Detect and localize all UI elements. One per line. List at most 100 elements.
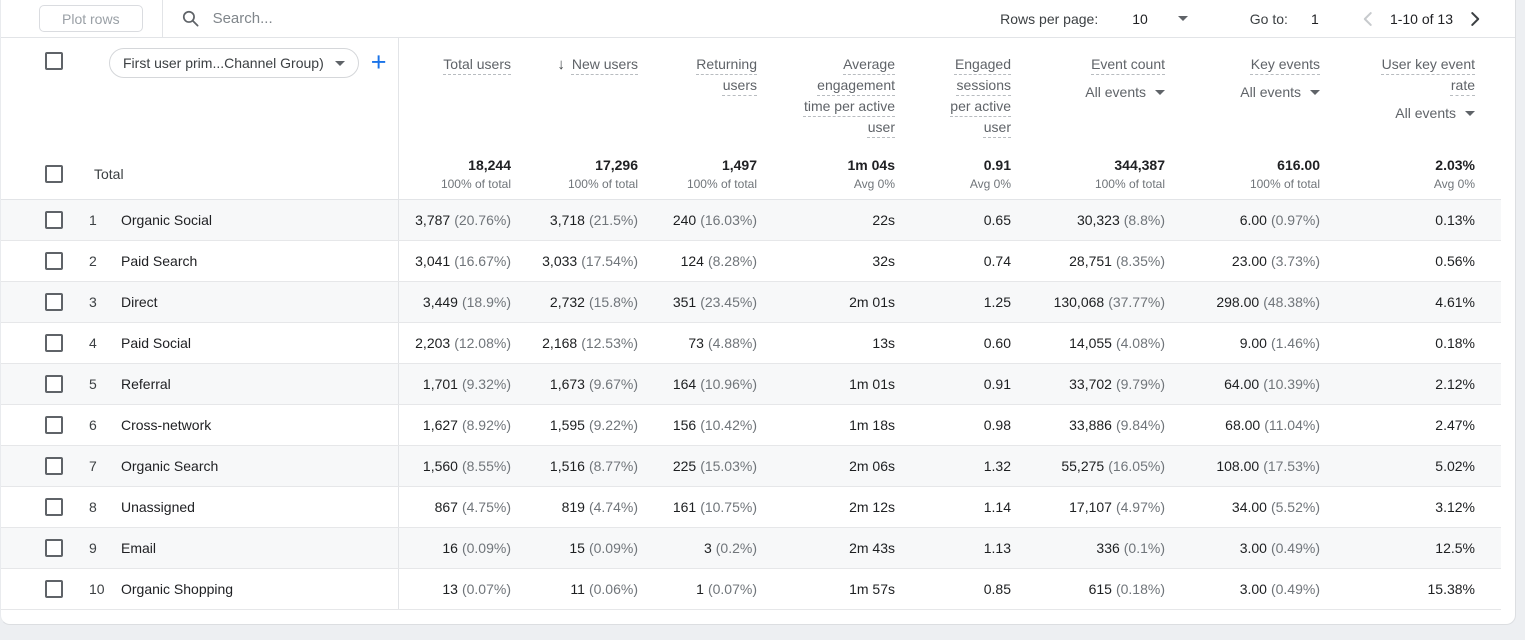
metric-cell: 34.00 (5.52%) <box>1231 499 1320 515</box>
go-to-page-input[interactable] <box>1301 10 1328 27</box>
metric-cell: 1m 18s <box>849 417 895 433</box>
totals-checkbox[interactable] <box>45 164 63 183</box>
metric-cell: 1m 57s <box>849 581 895 597</box>
metric-cell: 15.38% <box>1427 581 1475 597</box>
sort-new-users[interactable]: ↓ New users <box>557 56 638 73</box>
metric-cell: 2.47% <box>1435 417 1475 433</box>
totals-cell: 1m 04s Avg 0% <box>847 156 895 191</box>
search-input[interactable] <box>212 10 433 27</box>
metric-cell: 0.98 <box>983 417 1011 433</box>
table-row: 1 Organic Social 3,787 (20.76%) 3,718 (21.5… <box>1 200 1501 241</box>
metric-cell: 16 (0.09%) <box>398 528 511 568</box>
totals-cell: 2.03% Avg 0% <box>1433 156 1475 191</box>
metric-cell: 4.61% <box>1435 294 1475 310</box>
metric-cell: 1.32 <box>983 458 1011 474</box>
next-page-button[interactable] <box>1463 7 1487 31</box>
row-checkbox[interactable] <box>45 416 63 434</box>
sort-avg-engagement-time[interactable]: Average engagement time per active user <box>803 56 895 135</box>
user-key-event-rate-events-dropdown[interactable]: All events <box>1395 105 1475 121</box>
metric-cell: 0.91 <box>983 376 1011 392</box>
metric-cell: 0.65 <box>983 212 1011 228</box>
dimension-cell: 4 Paid Social <box>1 323 398 363</box>
key-events-events-dropdown[interactable]: All events <box>1240 84 1320 100</box>
metric-cell: 3,033 (17.54%) <box>542 253 638 269</box>
rows-per-page-value[interactable]: 10 <box>1132 10 1148 27</box>
dimension-cell: 5 Referral <box>1 364 398 404</box>
totals-cell: 1,497 100% of total <box>686 156 757 191</box>
metric-cell: 336 (0.1%) <box>1096 540 1165 556</box>
metric-cell: 1,701 (9.32%) <box>398 364 511 404</box>
report-table-card: Plot rows Rows per page: 10 Go to: 1-10 … <box>0 0 1516 625</box>
column-header-returning-users: Returning users <box>638 38 757 148</box>
metric-cell: 1,673 (9.67%) <box>549 376 638 392</box>
metric-cell: 64.00 (10.39%) <box>1224 376 1320 392</box>
go-to-label: Go to: <box>1249 10 1288 27</box>
metric-cell: 2,168 (12.53%) <box>542 335 638 351</box>
column-header-event-count: Event count All events <box>1011 38 1165 148</box>
dimension-cell: 3 Direct <box>1 282 398 322</box>
totals-row: Total 18,244 100% of total 17,296 100% o… <box>1 148 1501 200</box>
metric-cell: 2m 01s <box>849 294 895 310</box>
sort-event-count[interactable]: Event count <box>1091 56 1165 72</box>
rows-per-page-caret-icon[interactable] <box>1177 16 1188 21</box>
column-header-user-key-event-rate: User key event rate All events <box>1320 38 1501 148</box>
metric-cell: 68.00 (11.04%) <box>1225 417 1320 433</box>
chevron-down-icon <box>1465 110 1475 116</box>
search-icon[interactable] <box>181 9 200 28</box>
metric-cell: 13s <box>872 335 895 351</box>
add-dimension-button[interactable]: + <box>370 47 387 77</box>
metric-cell: 867 (4.75%) <box>398 487 511 527</box>
row-checkbox[interactable] <box>45 252 63 270</box>
sort-key-events[interactable]: Key events <box>1250 56 1320 72</box>
sort-engaged-sessions[interactable]: Engaged sessions per active user <box>950 56 1011 135</box>
metric-cell: 14,055 (4.08%) <box>1069 335 1165 351</box>
metric-cell: 2,732 (15.8%) <box>549 294 638 310</box>
metric-cell: 55,275 (16.05%) <box>1061 458 1165 474</box>
metric-cell: 3,041 (16.67%) <box>398 241 511 281</box>
sort-user-key-event-rate[interactable]: User key event rate <box>1381 56 1475 93</box>
metric-cell: 17,107 (4.97%) <box>1069 499 1165 515</box>
row-checkbox[interactable] <box>45 334 63 352</box>
dimension-selector[interactable]: First user prim...Channel Group) <box>109 48 359 78</box>
metric-cell: 1,516 (8.77%) <box>549 458 638 474</box>
channel-name: Paid Social <box>121 335 192 351</box>
metric-cell: 2.12% <box>1435 376 1475 392</box>
previous-page-button[interactable] <box>1356 7 1380 31</box>
metric-cell: 13 (0.07%) <box>398 569 511 609</box>
row-checkbox[interactable] <box>45 457 63 475</box>
metric-cell: 615 (0.18%) <box>1088 581 1165 597</box>
channel-name: Referral <box>121 376 171 392</box>
metric-cell: 3.00 (0.49%) <box>1239 581 1320 597</box>
metric-cell: 161 (10.75%) <box>672 499 757 515</box>
row-checkbox[interactable] <box>45 580 63 598</box>
table-row: 6 Cross-network 1,627 (8.92%) 1,595 (9.22%)… <box>1 405 1501 446</box>
row-checkbox[interactable] <box>45 293 63 311</box>
row-checkbox[interactable] <box>45 375 63 393</box>
row-checkbox[interactable] <box>45 539 63 557</box>
event-count-events-dropdown[interactable]: All events <box>1085 84 1165 100</box>
metric-cell: 1 (0.07%) <box>696 581 757 597</box>
metric-cell: 1.13 <box>983 540 1011 556</box>
row-number: 8 <box>89 499 97 515</box>
totals-cell: 17,296 100% of total <box>567 156 638 191</box>
totals-cell: 344,387 100% of total <box>1094 156 1165 191</box>
channel-name: Unassigned <box>121 499 195 515</box>
dimension-header-cell: First user prim...Channel Group) + <box>1 38 398 148</box>
row-number: 2 <box>89 253 97 269</box>
dimension-cell: 1 Organic Social <box>1 200 398 240</box>
column-header-total-users: Total users <box>398 38 511 148</box>
sort-total-users[interactable]: Total users <box>443 56 511 72</box>
row-checkbox[interactable] <box>45 211 63 229</box>
metric-cell: 0.18% <box>1435 335 1475 351</box>
totals-cell: 616.00 100% of total <box>1249 156 1320 191</box>
table-row: 2 Paid Search 3,041 (16.67%) 3,033 (17.54%)… <box>1 241 1501 282</box>
sort-returning-users[interactable]: Returning users <box>696 56 757 93</box>
row-number: 7 <box>89 458 97 474</box>
metric-cell: 73 (4.88%) <box>688 335 757 351</box>
channel-name: Organic Social <box>121 212 213 228</box>
chevron-right-icon <box>1464 8 1486 30</box>
select-all-checkbox[interactable] <box>45 52 63 70</box>
row-checkbox[interactable] <box>45 498 63 516</box>
plot-rows-button[interactable]: Plot rows <box>39 5 143 32</box>
dimension-cell: 10 Organic Shopping <box>1 569 398 609</box>
